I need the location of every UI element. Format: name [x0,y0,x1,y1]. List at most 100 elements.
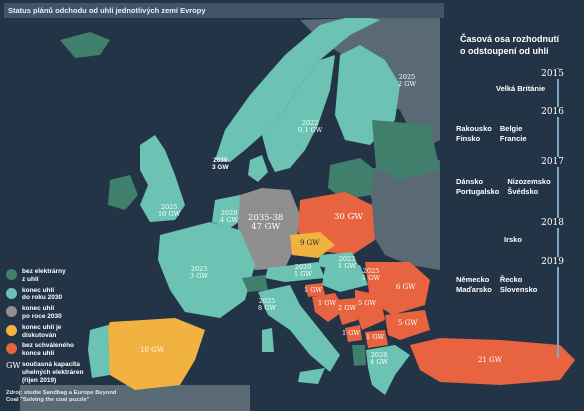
timeline-year: 2018 [539,218,566,228]
label-serbia: 5 GW [358,299,377,307]
italy [258,285,340,372]
bosnia [335,298,358,325]
timeline-countries-2017: Dánsko Nizozemsko Portugalsko Švédsko [456,177,551,196]
czech [290,232,335,258]
label-france: 2023 3 GW [190,265,209,280]
legend-label: konec uhlí po roce 2030 [22,305,62,320]
timeline-year: 2019 [539,257,566,267]
romania [365,262,430,315]
macedonia [365,330,388,348]
timeline-country: Finsko [456,134,481,143]
timeline-year: 2017 [539,157,566,167]
label-montenegro: 1 GW [342,329,361,337]
map-legend: bez elektrárny z uhlí konec uhlí do roku… [6,268,131,384]
label-czech: 9 GW [300,239,320,247]
baltics [328,158,375,200]
africa-land [20,385,250,411]
legend-swatch-exit-by-2030 [6,287,17,299]
timeline-country: Maďarsko [456,285,492,294]
legend-gw-item: GW současná kapacita uhelných elektráren… [6,361,131,384]
switzerland [242,275,268,292]
label-bulgaria: 5 GW [398,319,418,327]
legend-item: konec uhlí je diskutován [6,324,131,340]
spain [100,318,205,390]
label-hungary: 2025 1 GW [362,267,381,282]
decision-timeline: Časová osa rozhodnutí o odstoupení od uh… [446,28,582,408]
germany [238,188,300,270]
legend-gw-label: současná kapacita uhelných elektráren (ř… [22,360,84,384]
ireland [108,175,138,210]
legend-swatch-no-approved-exit [6,343,17,355]
slovakia [318,252,358,270]
legend-label: bez elektrárny z uhlí [22,268,66,283]
sweden [262,55,335,172]
hungary [322,265,368,292]
label-slovenia: 1 GW [304,286,323,294]
timeline-axis [557,68,559,358]
timeline-country: Slovensko [499,285,538,294]
label-finland: 2022 0,1 GW [298,119,323,134]
bulgaria [385,310,430,340]
legend-label: konec uhlí do roku 2030 [22,286,63,302]
ukraine-belarus-land [360,160,440,270]
turkey [410,338,575,385]
montenegro [345,325,362,342]
timeline-country: Řecko [499,275,523,284]
label-poland: 30 GW [334,212,364,222]
source-note: Zdroj: studie Sandbag a Europe Beyond Co… [6,390,117,404]
sardinia [262,328,274,352]
legend-item: konec uhlí po roce 2030 [6,305,131,321]
timeline-countries-2019: Německo Řecko Maďarsko Slovensko [456,275,537,294]
greece [366,345,410,395]
legend-swatch-no-coal [6,269,17,280]
france [158,222,255,318]
timeline-country: Dánsko [456,177,484,186]
norway [215,15,380,162]
timeline-country: Belgie [499,124,523,133]
label-spain: 10 GW [140,346,164,354]
timeline-country: Rakousko [456,124,492,133]
timeline-country: Německo [456,275,490,284]
timeline-country: Portugalsko [456,187,500,196]
legend-swatch-exit-after-2030 [6,306,17,318]
timeline-year: 2015 [539,69,566,79]
legend-item: konec uhlí do roku 2030 [6,287,131,303]
label-croatia: 1 GW [318,299,337,307]
label-romania: 6 GW [396,283,416,291]
label-turkey: 21 GW [478,356,502,364]
timeline-country: Nizozemsko [507,177,551,186]
label-netherlands: 2029 4 GW [220,209,239,224]
legend-label: bez schváleného konce uhlí [22,342,75,358]
slovenia [305,283,325,297]
label-slovakia: 2023 1 GW [338,255,357,270]
label-macedonia: 1 GW [366,333,385,341]
timeline-country: Irsko [504,235,522,244]
label-denmark: 2030 3 GW [212,157,229,171]
timeline-country: Velká Británie [496,84,546,93]
belarus-area [372,120,440,180]
sicily [298,368,325,384]
label-austria: 2020 1 GW [294,263,313,278]
label-greece: 2028 4 GW [370,351,389,366]
legend-item: bez elektrárny z uhlí [6,268,131,284]
netherlands-belgium [212,195,245,228]
label-norway: 2025 2 GW [398,73,417,88]
austria [265,262,325,282]
finland [335,45,400,145]
label-bosnia: 2 GW [338,304,357,312]
timeline-country: Francie [499,134,527,143]
albania [352,345,366,366]
timeline-year: 2016 [539,107,566,117]
timeline-heading: Časová osa rozhodnutí o odstoupení od uh… [460,34,560,56]
portugal [88,325,110,378]
timeline-country: Švédsko [507,187,539,196]
legend-swatch-under-discussion [6,324,17,336]
label-germany: 2035-38 47 GW [248,213,284,232]
timeline-countries-2016: Rakousko Belgie Finsko Francie [456,124,527,143]
label-uk: 2025 10 GW [158,203,181,218]
map-title: Status plánů odchodu od uhlí jednotlivýc… [4,3,444,18]
denmark [248,155,268,182]
label-italy: 2025 8 GW [258,297,277,312]
legend-gw-mark: GW [6,360,21,370]
